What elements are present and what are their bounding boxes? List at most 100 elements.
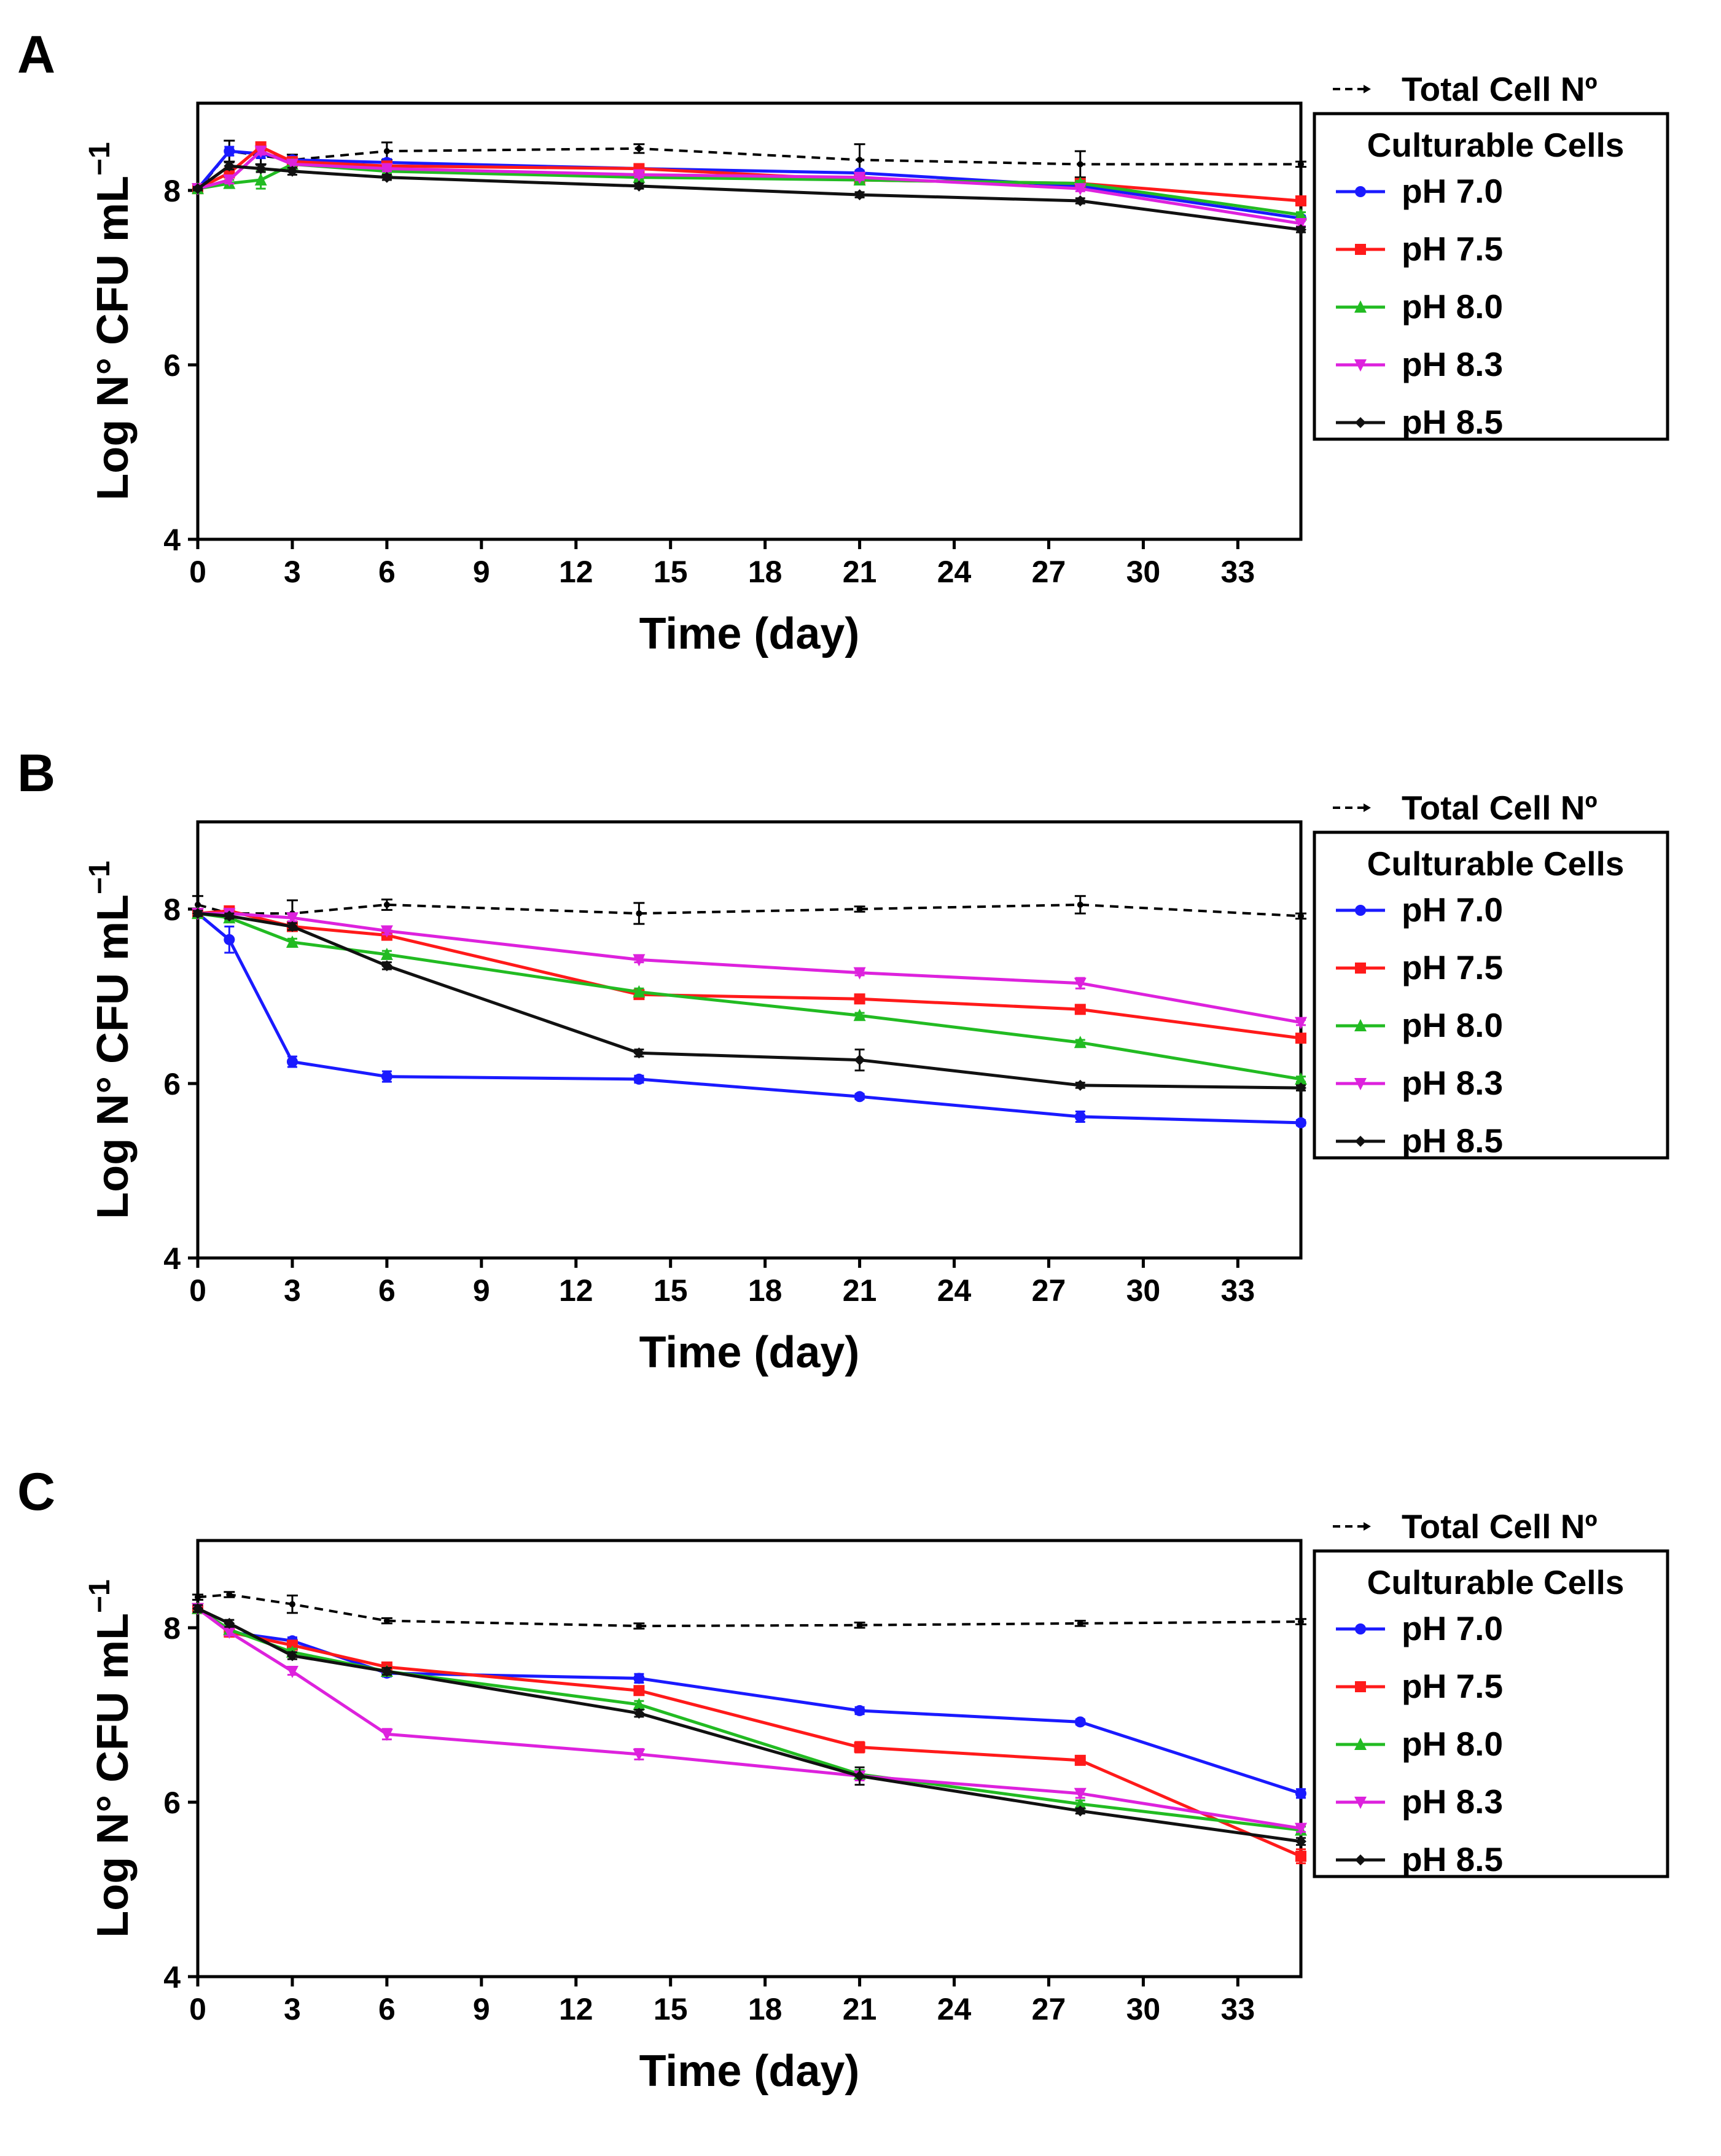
data-point	[1295, 1082, 1306, 1094]
x-tick-label: 18	[748, 1992, 782, 2026]
data-point	[633, 1047, 645, 1059]
legend-total-arrow	[1364, 1522, 1371, 1531]
legend-total-arrow	[1364, 85, 1371, 93]
total-point	[1077, 161, 1083, 168]
x-tick-label: 27	[1032, 555, 1066, 589]
chart-b: B 0 3 6 9 12 15 18 21 24 27 30 33 4 6 8 Time (day) Log N°…	[17, 744, 1669, 1377]
data-point	[633, 954, 646, 967]
legend-total: Total Cell Nº	[1333, 1507, 1598, 1545]
data-point	[1295, 1033, 1306, 1044]
legend-item-label: pH 8.0	[1402, 1006, 1503, 1044]
data-point	[1074, 195, 1086, 207]
legend-item-label: pH 8.3	[1402, 1783, 1503, 1821]
data-point	[1295, 195, 1306, 207]
series-line	[197, 909, 1301, 1040]
series-ph-8-5	[192, 908, 1306, 1094]
series-line	[197, 912, 1301, 1090]
y-tick-label: 4	[163, 1241, 181, 1276]
panel-letter: B	[17, 744, 55, 803]
total-point	[383, 901, 390, 908]
legend: Culturable Cells pH 7.0 pH 7.5 pH 8.0 pH 8.3…	[1313, 1549, 1669, 1878]
legend-title: Culturable Cells	[1367, 126, 1625, 164]
data-point	[192, 908, 203, 920]
total-point	[636, 910, 642, 917]
x-tick-label: 9	[473, 555, 490, 589]
x-tick-label: 3	[284, 1273, 301, 1308]
data-point	[380, 1728, 393, 1741]
y-tick-label: 4	[163, 523, 181, 557]
x-tick-label: 24	[937, 1992, 972, 2026]
legend-total-label: Total Cell Nº	[1402, 70, 1598, 108]
legend-total-label: Total Cell Nº	[1402, 789, 1598, 827]
legend-box	[1313, 830, 1669, 1160]
data-point	[854, 1705, 865, 1716]
x-axis-label: Time (day)	[639, 609, 860, 658]
data-point	[854, 1770, 865, 1782]
x-tick-label: 18	[748, 1273, 782, 1308]
data-point	[286, 1650, 298, 1662]
y-tick-label: 6	[163, 348, 181, 383]
total-point	[195, 1594, 201, 1601]
plot-area	[196, 820, 1303, 1260]
chart-panel-a: A 0 3 6 9 12 15 18 21 24 27 30 33 4 6 8 Time (day) Log N°…	[0, 0, 1721, 719]
legend-marker	[1355, 1623, 1366, 1635]
data-point	[853, 1009, 866, 1021]
x-tick-label: 0	[189, 555, 206, 589]
data-point	[1295, 1072, 1307, 1085]
legend-item-label: pH 8.3	[1402, 1064, 1503, 1102]
data-point	[1074, 1079, 1086, 1091]
data-point	[223, 174, 236, 187]
data-point	[1295, 208, 1307, 221]
data-point	[1074, 1797, 1087, 1810]
legend-marker	[1355, 1681, 1366, 1692]
legend-item-label: pH 7.0	[1402, 172, 1503, 210]
data-point	[286, 1666, 299, 1678]
x-tick-label: 9	[473, 1273, 490, 1308]
legend-marker	[1354, 1078, 1367, 1090]
x-tick-label: 6	[378, 1273, 396, 1308]
x-tick-label: 0	[189, 1273, 206, 1308]
data-point	[633, 1697, 646, 1710]
x-tick-label: 6	[378, 555, 396, 589]
x-tick-label: 21	[843, 1992, 877, 2026]
data-point	[854, 1054, 865, 1066]
data-point	[286, 935, 299, 948]
legend-marker	[1355, 1136, 1366, 1147]
y-axis-label-superscript: −1	[84, 1579, 116, 1613]
legend-box	[1313, 112, 1669, 441]
data-point	[633, 1685, 645, 1697]
total-point	[1077, 901, 1083, 908]
x-tick-label: 27	[1032, 1273, 1066, 1308]
y-tick-label: 6	[163, 1786, 181, 1820]
data-point	[1295, 1822, 1307, 1835]
data-point	[1074, 977, 1087, 990]
data-point	[1074, 183, 1087, 196]
x-tick-label: 33	[1221, 555, 1255, 589]
total-point	[289, 1601, 295, 1607]
x-tick-label: 9	[473, 1992, 490, 2026]
series-ph-7-0	[192, 146, 1306, 224]
y-axis-label: Log N° CFU mL−1	[84, 1579, 138, 1937]
legend-marker	[1355, 1854, 1366, 1865]
data-point	[853, 171, 866, 184]
data-point	[633, 1073, 645, 1085]
x-tick-label: 12	[559, 1992, 593, 2026]
legend-item-label: pH 7.5	[1402, 1667, 1503, 1705]
data-point	[854, 993, 865, 1005]
data-point	[1295, 224, 1306, 235]
legend-marker	[1355, 186, 1366, 197]
data-point	[853, 967, 866, 980]
series-ph-8-5	[192, 160, 1306, 235]
y-tick-label: 8	[163, 174, 181, 208]
total-point	[636, 145, 642, 152]
x-axis-label: Time (day)	[639, 1328, 860, 1377]
legend-marker	[1354, 1797, 1367, 1809]
data-point	[380, 947, 393, 960]
legend-item-label: pH 8.5	[1402, 403, 1503, 441]
data-point	[381, 171, 392, 183]
x-tick-label: 12	[559, 555, 593, 589]
x-tick-label: 18	[748, 555, 782, 589]
legend-marker	[1354, 1019, 1367, 1031]
legend-marker	[1354, 1738, 1367, 1750]
data-point	[286, 1056, 298, 1068]
